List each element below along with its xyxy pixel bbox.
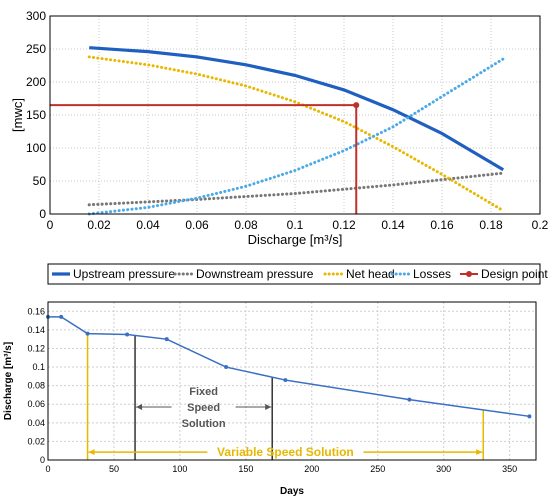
downstream-pressure-line [87,171,505,207]
top-y-tick-label: 300 [26,9,46,23]
legend-label-losses: Losses [413,267,451,281]
top-x-tick-label: 0.18 [479,218,503,232]
legend-label-net-head: Net head [346,267,395,281]
top-x-tick-label: 0.2 [532,218,549,232]
discharge-point [527,414,532,419]
top-x-tick-label: 0.12 [332,218,356,232]
top-x-tick-label: 0.04 [136,218,160,232]
bottom-y-tick-label: 0 [40,455,45,465]
annotation-arrowhead [88,449,95,456]
bottom-y-tick-label: 0.06 [27,399,45,409]
bottom-x-tick-label: 150 [238,464,253,474]
top-x-tick-label: 0.16 [430,218,454,232]
variable-speed-label: Variable Speed Solution [217,445,354,459]
discharge-point [85,331,90,336]
discharge-point [125,332,130,337]
discharge-point [283,378,288,383]
bottom-x-tick-label: 200 [304,464,319,474]
discharge-point [224,365,229,370]
bottom-x-tick-label: 350 [502,464,517,474]
bottom-x-tick-label: 100 [172,464,187,474]
legend-label-downstream-pressure: Downstream pressure [196,267,314,281]
legend-label-design-point: Design point [481,267,548,281]
top-y-tick-label: 250 [26,42,46,56]
bottom-y-tick-label: 0.14 [27,325,45,335]
top-y-axis-label: [mwc] [10,98,25,132]
discharge-point [164,337,169,342]
losses-line [87,57,505,216]
bottom-y-tick-label: 0.1 [32,362,45,372]
legend-label-upstream-pressure: Upstream pressure [73,267,175,281]
annotation-arrowhead [136,404,143,411]
top-x-axis-label: Discharge [m³/s] [248,232,343,247]
top-y-tick-label: 50 [33,174,47,188]
top-x-tick-label: 0.02 [87,218,111,232]
annotation-arrowhead [476,449,483,456]
top-plot-frame [49,15,541,215]
legend-marker-design-point [466,271,472,277]
fixed-speed-label: Solution [182,418,226,430]
top-chart: 0 0.02 0.04 0.06 0.08 0.1 0.12 0.14 0.16 0.18 0.2 … [10,9,549,247]
bottom-x-tick-label: 300 [436,464,451,474]
top-x-tick-label: 0 [47,218,54,232]
fixed-speed-label: Fixed [189,386,218,398]
bottom-x-tick-label: 250 [370,464,385,474]
top-x-tick-label: 0.1 [287,218,304,232]
top-x-tick-label: 0.08 [234,218,258,232]
bottom-xticks: 0 50 100 150 200 250 300 350 [45,464,517,474]
bottom-x-tick-label: 0 [45,464,50,474]
bottom-x-axis-label: Days [280,486,304,497]
top-y-tick-label: 0 [39,207,46,221]
bottom-annotations: Fixed Speed Solution Variable Speed Solutio… [86,333,484,460]
bottom-yticks: 0 0.02 0.04 0.06 0.08 0.1 0.12 0.14 0.16 [27,306,45,465]
top-yticks: 0 50 100 150 200 250 300 [26,9,46,221]
top-x-tick-label: 0.14 [381,218,405,232]
discharge-point [59,314,64,319]
top-x-tick-label: 0.06 [185,218,209,232]
bottom-x-tick-label: 50 [109,464,119,474]
legend-box [47,263,541,285]
net-head-line [87,55,505,213]
legend: Upstream pressure Downstream pressure Net … [47,263,548,285]
bottom-y-axis-label: Discharge [m³/s] [3,342,14,420]
bottom-y-tick-label: 0.04 [27,418,45,428]
bottom-series [46,314,532,419]
top-series [50,46,505,216]
fixed-speed-label: Speed [187,402,220,414]
annotation-arrowhead [265,404,272,411]
bottom-y-tick-label: 0.08 [27,381,45,391]
top-y-tick-label: 100 [26,141,46,155]
bottom-y-tick-label: 0.02 [27,436,45,446]
top-xticks: 0 0.02 0.04 0.06 0.08 0.1 0.12 0.14 0.16 0.18 0.2 [47,218,549,232]
bottom-y-tick-label: 0.16 [27,306,45,316]
design-point-marker [353,102,360,109]
bottom-y-tick-label: 0.12 [27,343,45,353]
upstream-pressure-line [89,46,505,172]
bottom-plot-frame [47,301,537,461]
bottom-chart: Fixed Speed Solution Variable Speed Solutio… [3,301,537,497]
discharge-point [407,397,412,402]
top-y-tick-label: 200 [26,75,46,89]
top-y-tick-label: 150 [26,108,46,122]
